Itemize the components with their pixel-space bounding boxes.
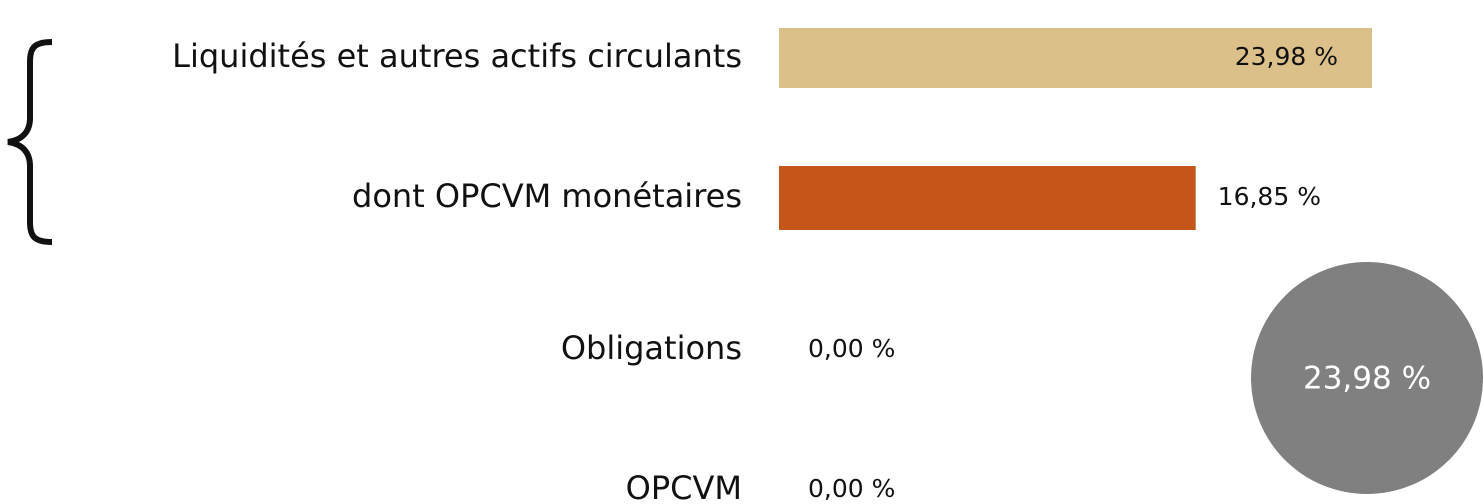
total-label: 23,98 %	[1303, 361, 1431, 397]
value-label: 0,00 %	[808, 474, 895, 503]
category-label: dont OPCVM monétaires	[352, 177, 742, 215]
bar	[779, 28, 1372, 88]
bar	[779, 166, 1196, 230]
category-label: Liquidités et autres actifs circulants	[172, 37, 742, 75]
brace	[7, 39, 53, 245]
category-label: OPCVM	[626, 469, 742, 504]
value-label: 16,85 %	[1218, 182, 1321, 211]
value-label: 23,98 %	[1235, 42, 1338, 71]
category-label: Obligations	[561, 329, 742, 367]
value-label: 0,00 %	[808, 334, 895, 363]
total-circle	[1251, 262, 1483, 494]
